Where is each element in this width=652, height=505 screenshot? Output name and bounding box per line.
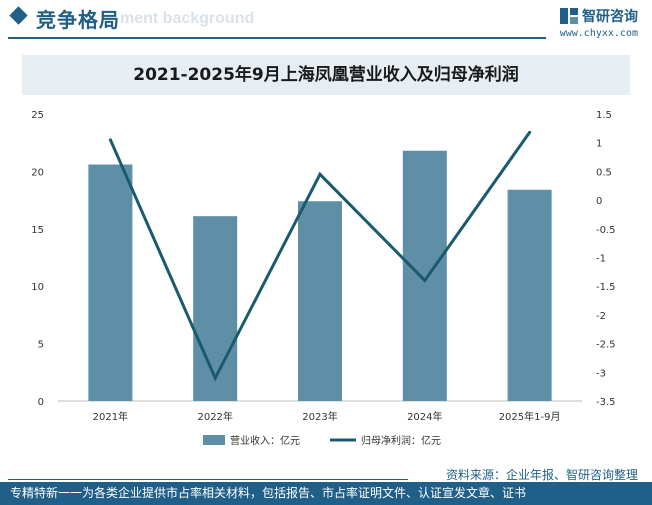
y-right-tick-label: 1 [596, 139, 602, 150]
source-note: 资料来源：企业年报、智研咨询整理 [445, 468, 638, 482]
y-right-tick-label: 1.5 [596, 110, 612, 121]
line-series [108, 130, 532, 382]
page-header: ment background 竞争格局 [0, 0, 652, 40]
line-point [423, 278, 427, 282]
x-tick-label: 2021年 [93, 410, 128, 423]
x-tick-label: 2025年1-9月 [499, 410, 561, 423]
page-title: 竞争格局 [36, 8, 120, 32]
line-point [213, 376, 217, 380]
header-watermark: ment background [120, 10, 255, 27]
footer-divider [8, 479, 408, 480]
y-right-tick-label: -3 [596, 368, 606, 379]
header-divider [8, 37, 546, 39]
y-left-tick-label: 15 [31, 225, 44, 236]
chart-title-band [22, 55, 630, 95]
y-left-tick-label: 25 [31, 110, 44, 121]
y-right-tick-label: 0 [596, 196, 602, 207]
bar [507, 189, 552, 401]
y-right-tick-label: -3.5 [596, 397, 616, 408]
y-right-tick-label: -2 [596, 311, 606, 322]
logo-name: 智研咨询 [582, 9, 638, 25]
y-right-tick-label: -2.5 [596, 340, 616, 351]
x-axis: 2021年 2022年 2023年 2024年 2025年1-9月 [93, 410, 561, 423]
y-right-tick-label: -0.5 [596, 225, 616, 236]
y-right-tick-label: -1 [596, 254, 606, 265]
y-left-tick-label: 10 [31, 282, 44, 293]
bar [193, 216, 238, 401]
legend-label: 归母净利润：亿元 [361, 434, 441, 447]
y-right-tick-label: -1.5 [596, 282, 616, 293]
x-tick-label: 2022年 [197, 410, 232, 423]
footer-slogan: 专精特新一一为各类企业提供市占率相关材料，包括报告、市占率证明文件、认证宣发文章… [0, 482, 652, 505]
chart-title: 2021-2025年9月上海凤凰营业收入及归母净利润 [133, 65, 519, 85]
legend-swatch-bar [203, 435, 225, 445]
brand-logo[interactable]: 智研咨询 www.chyxx.com [560, 6, 638, 39]
x-tick-label: 2023年 [302, 410, 337, 423]
line-point [108, 138, 112, 142]
y-left-tick-label: 0 [38, 397, 44, 408]
logo-url: www.chyxx.com [559, 28, 638, 39]
y-right-axis: -3.5 -3 -2.5 -2 -1.5 -1 -0.5 0 0.5 1 1.5 [596, 110, 616, 408]
line-point [528, 130, 532, 134]
bar [297, 201, 343, 401]
bar [402, 150, 447, 401]
chart-legend: 营业收入：亿元 归母净利润：亿元 [203, 434, 441, 447]
y-left-tick-label: 5 [38, 340, 44, 351]
bar [88, 164, 133, 401]
y-left-tick-label: 20 [31, 167, 44, 178]
logo-icon [560, 8, 578, 24]
line-point [318, 172, 322, 176]
x-tick-label: 2024年 [407, 410, 442, 423]
legend-label: 营业收入：亿元 [230, 434, 300, 447]
y-right-tick-label: 0.5 [596, 167, 612, 178]
bar-series [88, 150, 552, 401]
